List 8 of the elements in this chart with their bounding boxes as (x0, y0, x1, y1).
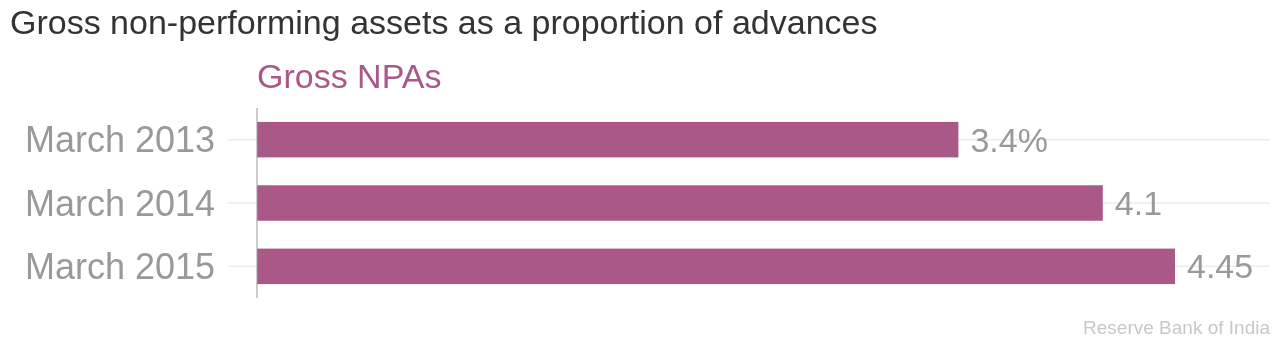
data-label: 4.45 (1187, 247, 1254, 286)
y-tick-label: March 2013 (24, 119, 215, 161)
y-tick-label: March 2014 (24, 182, 215, 224)
data-label: 3.4% (970, 120, 1048, 159)
y-tick-label: March 2015 (24, 245, 215, 287)
series-label: Gross NPAs (257, 57, 442, 95)
chart-title: Gross non-performing assets as a proportion of advances (10, 3, 878, 41)
data-label: 4.1 (1114, 183, 1163, 222)
